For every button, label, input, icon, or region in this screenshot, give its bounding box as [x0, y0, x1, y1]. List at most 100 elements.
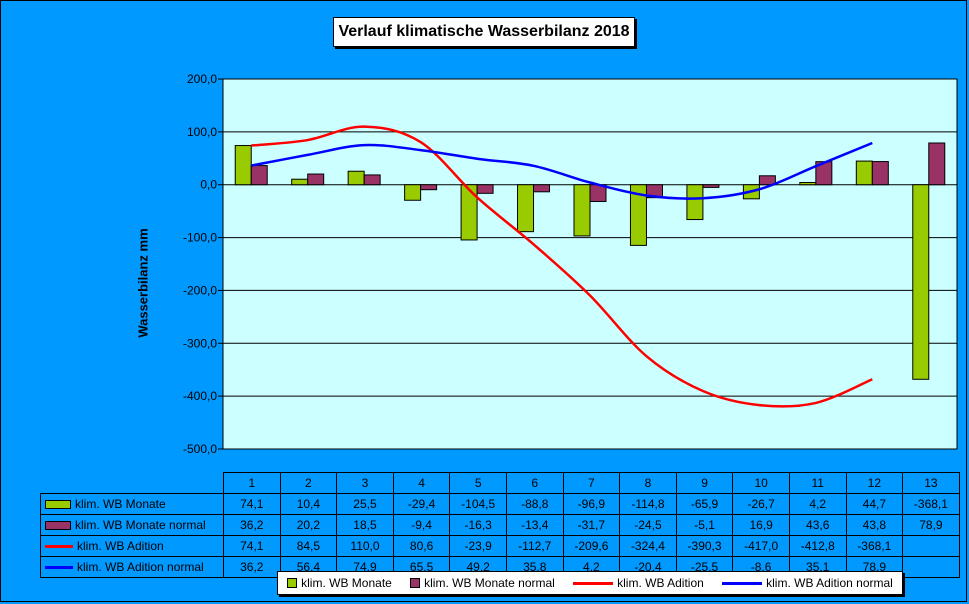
- line-adition: [251, 125, 873, 408]
- category-label: 8: [619, 472, 677, 494]
- table-cell: 78,9: [902, 514, 960, 536]
- table-cell: -13,4: [505, 514, 564, 536]
- table-cell: -368,1: [845, 535, 904, 557]
- table-corner: [41, 473, 224, 494]
- table-row: klim. WB Monate normal 36,2 20,2 18,5 -9,4 -1…: [40, 514, 960, 536]
- bar-monate: [629, 184, 647, 246]
- category-label: 3: [336, 472, 394, 494]
- plot-border: [222, 78, 958, 450]
- chart-title: Verlauf klimatische Wasserbilanz 2018: [333, 17, 635, 47]
- table-cell: 4,2: [788, 493, 847, 515]
- table-cell: 80,6: [392, 535, 451, 557]
- y-tick-label: -400,0: [183, 389, 217, 403]
- category-label: 9: [675, 472, 734, 494]
- legend-swatch-icon: [287, 578, 298, 588]
- bar-monate: [234, 145, 252, 186]
- plot-area: [223, 79, 957, 449]
- bar-monate-normal: [363, 174, 381, 186]
- legend-swatch-icon: [573, 581, 614, 585]
- series-name: klim. WB Monate: [75, 497, 166, 511]
- table-cell: -368,1: [902, 493, 960, 515]
- bar-monate: [912, 184, 930, 380]
- category-label: 4: [392, 472, 451, 494]
- bar-monate-normal: [702, 184, 720, 188]
- category-label: 11: [788, 472, 847, 494]
- y-tick-label: 100,0: [187, 125, 217, 139]
- table-cell: -24,5: [619, 514, 677, 536]
- line-adition-normal: [250, 141, 873, 200]
- table-row: klim. WB Monate 74,1 10,4 25,5 -29,4 -104,5 -8…: [40, 493, 960, 515]
- y-axis-ticks: 200,0 100,0 0,0 -100,0 -200,0 -300,0 -400,0 -50…: [183, 72, 223, 456]
- bar-series: [234, 142, 946, 380]
- bar-monate: [291, 178, 309, 186]
- table-cell: 44,7: [845, 493, 904, 515]
- bar-monate-normal: [307, 173, 325, 186]
- legend-swatch-icon: [722, 581, 763, 585]
- legend-label: klim. WB Monate normal: [424, 576, 555, 590]
- y-tick-label: -200,0: [183, 283, 217, 297]
- legend-swatch-icon: [410, 578, 421, 588]
- bar-monate-normal: [758, 175, 776, 186]
- table-cell: 110,0: [336, 535, 394, 557]
- table-cell: -324,4: [619, 535, 677, 557]
- bar-monate-normal: [250, 165, 268, 186]
- table-cell: 43,8: [845, 514, 904, 536]
- bar-monate: [855, 160, 873, 186]
- table-cell: 25,5: [336, 493, 394, 515]
- legend-label: klim. WB Adition normal: [766, 576, 893, 590]
- table-cell: -417,0: [732, 535, 790, 557]
- data-table: 1 2 3 4 5 6 7 8 9 10 11 12 13 klim. WB Monate 74,1 10,4…: [40, 472, 960, 578]
- category-label: 13: [902, 472, 960, 494]
- legend-item: klim. WB Monate: [287, 576, 392, 590]
- series-label: klim. WB Monate normal: [40, 514, 224, 536]
- y-tick-label: 0,0: [200, 178, 217, 192]
- y-tick-label: -300,0: [183, 336, 217, 350]
- table-cell: 84,5: [279, 535, 338, 557]
- table-cell: 36,2: [223, 514, 281, 536]
- bar-monate: [799, 181, 817, 186]
- table-cell: 74,1: [223, 493, 281, 515]
- series-key-icon: [45, 566, 73, 570]
- category-label: 12: [845, 472, 904, 494]
- series-name: klim. WB Adition: [77, 539, 164, 553]
- line-series: [250, 125, 873, 408]
- category-label: 1: [223, 472, 281, 494]
- table-row: klim. WB Adition 74,1 84,5 110,0 80,6 -23,9 -1…: [40, 535, 960, 557]
- table-cell: 20,2: [279, 514, 338, 536]
- series-label: klim. WB Adition normal: [40, 556, 224, 578]
- table-cell: -31,7: [562, 514, 621, 536]
- table-cell: -96,9: [562, 493, 621, 515]
- series-name: klim. WB Monate normal: [75, 518, 206, 532]
- table-cell: -104,5: [449, 493, 507, 515]
- table-cell: 74,1: [223, 535, 281, 557]
- table-header-row: 1 2 3 4 5 6 7 8 9 10 11 12 13: [41, 472, 960, 494]
- table-cell: -65,9: [675, 493, 734, 515]
- table-cell: -112,7: [505, 535, 564, 557]
- bar-monate: [517, 184, 535, 233]
- table-cell: -16,3: [449, 514, 507, 536]
- bar-monate-normal: [476, 184, 494, 194]
- table-cell: 16,9: [732, 514, 790, 536]
- y-tick-label: -500,0: [183, 442, 217, 456]
- category-label: 6: [505, 472, 564, 494]
- table-cell: -26,7: [732, 493, 790, 515]
- y-tick-label: -100,0: [183, 231, 217, 245]
- legend-label: klim. WB Adition: [617, 576, 704, 590]
- category-label: 7: [562, 472, 621, 494]
- legend-item: klim. WB Monate normal: [410, 576, 555, 590]
- legend: klim. WB Monate klim. WB Monate normal kli…: [277, 571, 903, 595]
- table-cell: [902, 535, 960, 557]
- category-label: 2: [279, 472, 338, 494]
- table-cell: [902, 556, 960, 578]
- series-key-icon: [45, 521, 71, 531]
- y-axis-label: Wasserbilanz mm: [135, 228, 151, 338]
- legend-label: klim. WB Monate: [301, 576, 392, 590]
- series-label: klim. WB Adition: [40, 535, 224, 557]
- series-key-icon: [45, 500, 71, 510]
- table-cell: -88,8: [505, 493, 564, 515]
- series-name: klim. WB Adition normal: [77, 560, 204, 574]
- table-cell: 43,6: [788, 514, 847, 536]
- table-cell: -29,4: [392, 493, 451, 515]
